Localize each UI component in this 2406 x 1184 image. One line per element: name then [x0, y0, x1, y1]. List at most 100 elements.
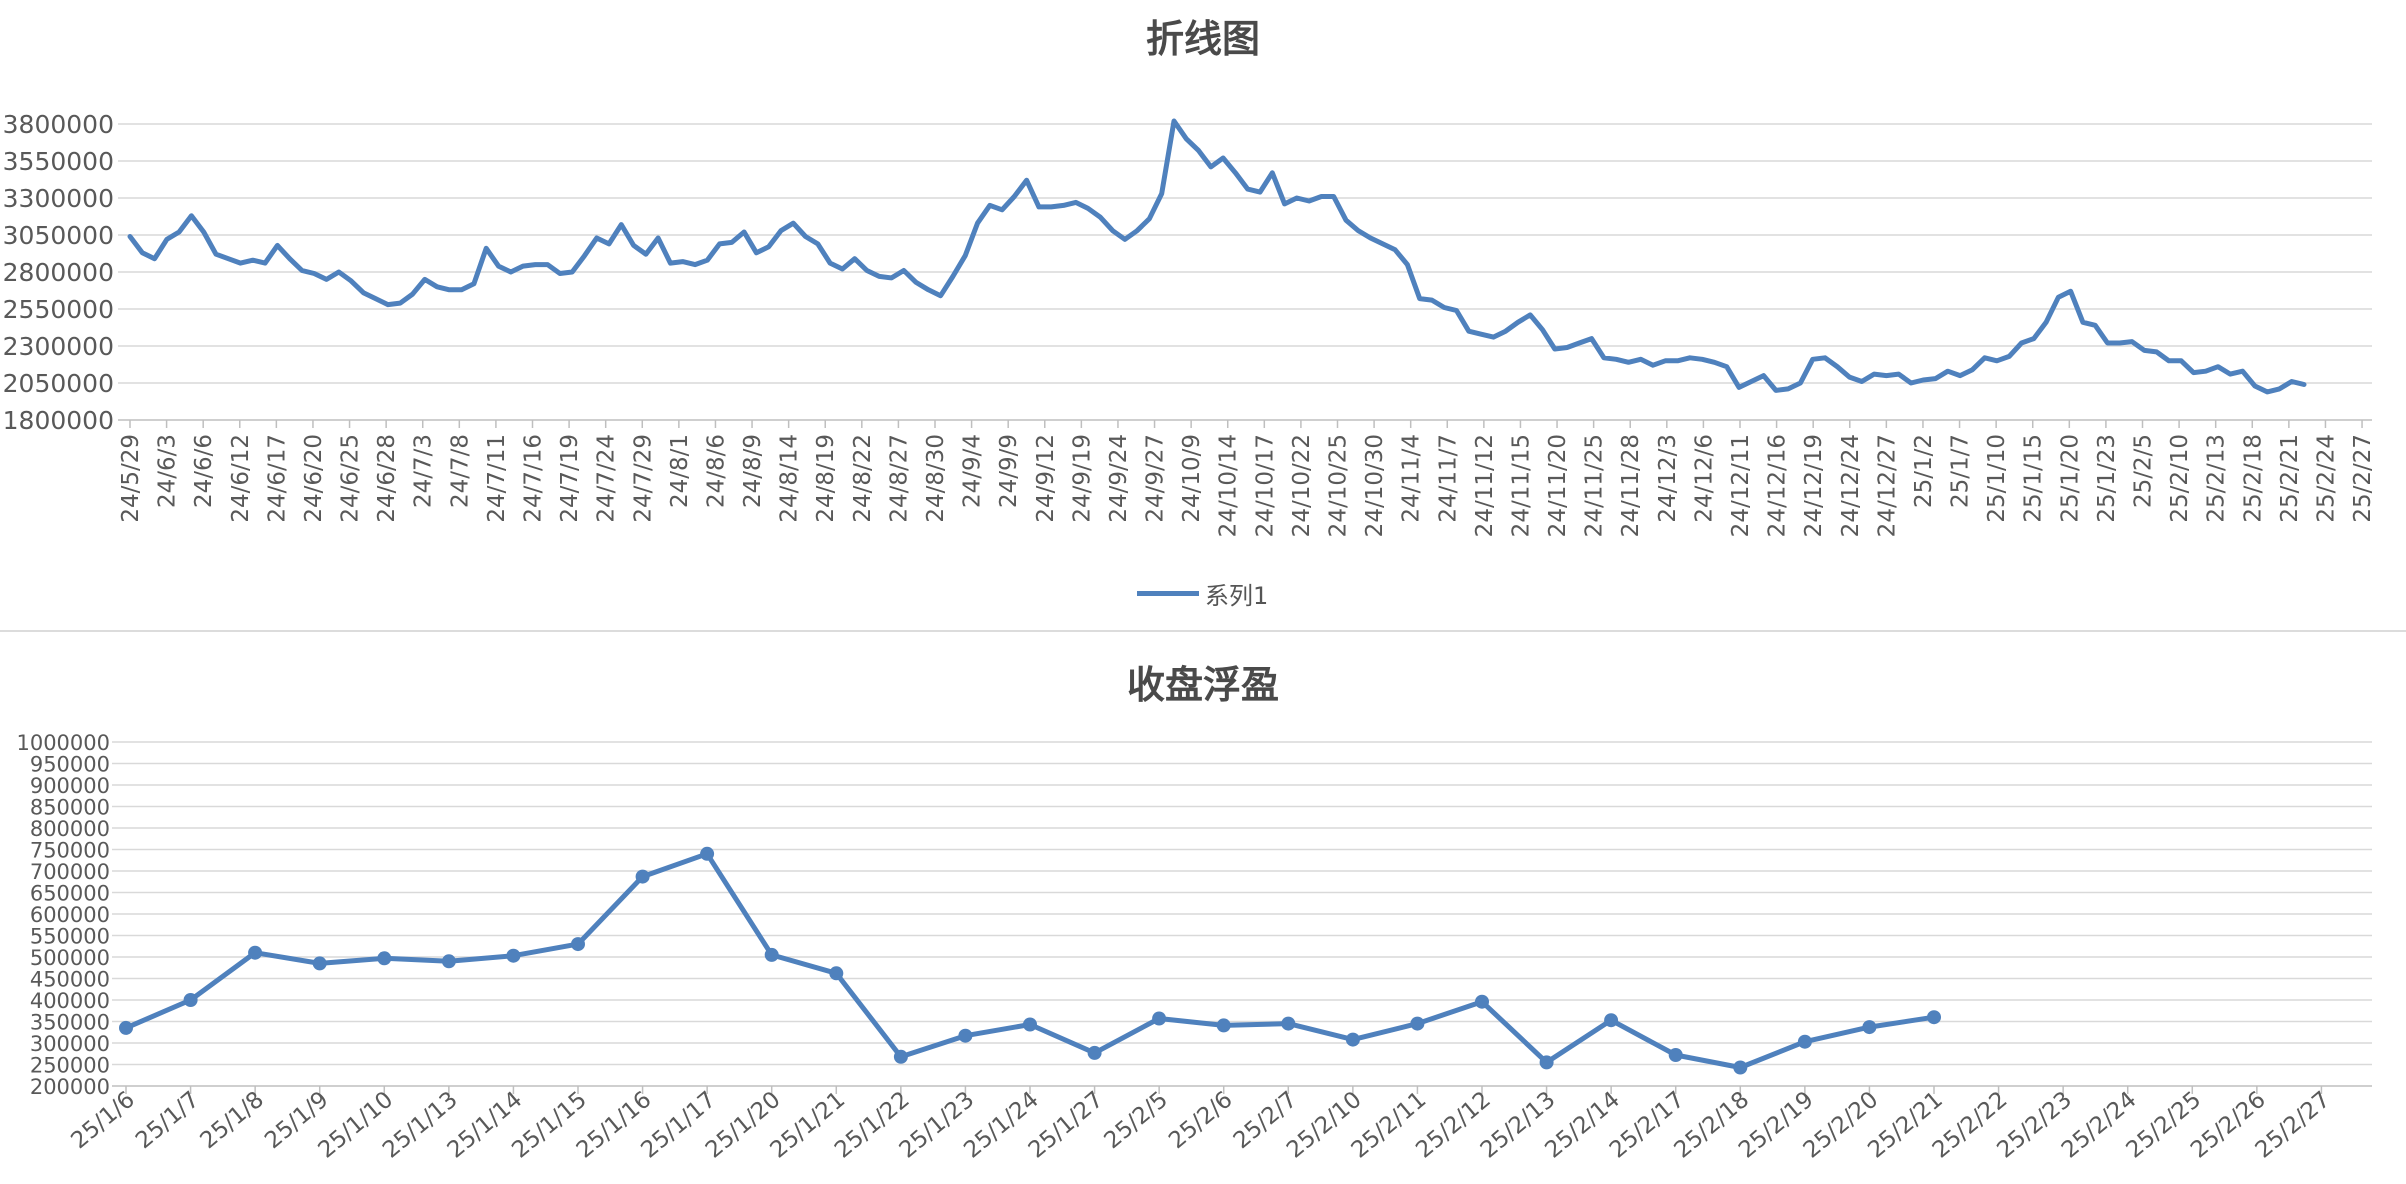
- x-tick-label: 24/10/25: [1326, 434, 1352, 537]
- chart-title-2: 收盘浮盈: [1126, 663, 1279, 707]
- x-tick-label: 24/8/19: [813, 434, 839, 523]
- x-tick-label: 24/7/16: [521, 434, 547, 523]
- data-point: [1668, 1048, 1683, 1062]
- x-tick-label: 24/8/27: [886, 434, 912, 523]
- y-tick-label: 250000: [30, 1054, 110, 1078]
- x-tick-label: 24/11/12: [1472, 434, 1498, 537]
- x-tick-label: 24/11/7: [1435, 434, 1461, 523]
- y-tick-label: 2550000: [3, 295, 114, 324]
- x-tick-label: 24/11/25: [1582, 434, 1608, 537]
- profit-chart-svg: 2000002500003000003500004000004500005000…: [16, 731, 2372, 1164]
- data-point: [1216, 1018, 1231, 1033]
- data-point: [893, 1049, 908, 1064]
- x-tick-label: 24/6/28: [374, 434, 400, 523]
- x-tick-label: 25/2/5: [2131, 434, 2157, 508]
- x-tick-label: 24/12/24: [1838, 434, 1864, 537]
- x-tick-label: 25/1/10: [1984, 434, 2010, 523]
- x-tick-label: 24/9/9: [996, 434, 1022, 508]
- x-tick-label: 24/10/17: [1252, 434, 1278, 537]
- y-tick-label: 650000: [30, 882, 110, 906]
- data-point: [958, 1028, 973, 1043]
- x-tick-label: 24/6/6: [191, 434, 217, 508]
- y-tick-label: 3050000: [3, 221, 114, 250]
- panel-divider: [0, 630, 2406, 632]
- x-tick-label: 24/9/27: [1143, 434, 1169, 523]
- x-tick-label: 24/7/8: [447, 434, 473, 508]
- x-tick-label: 24/12/3: [1655, 434, 1681, 523]
- x-tick-label: 24/8/6: [703, 434, 729, 508]
- data-point: [1152, 1011, 1167, 1026]
- data-point: [377, 951, 392, 966]
- x-tick-label: 24/10/14: [1216, 434, 1242, 537]
- x-tick-label: 24/12/6: [1691, 434, 1717, 523]
- x-tick-label: 24/11/28: [1618, 434, 1644, 537]
- x-tick-label: 24/12/16: [1765, 434, 1791, 537]
- chart-panel-profit: 200000 250000 300000 350000 400000 450000 5000…: [0, 632, 2406, 1184]
- x-tick-label: 25/1/2: [1911, 434, 1937, 508]
- data-point: [635, 869, 650, 884]
- x-tick-label: 24/7/24: [594, 434, 620, 523]
- x-tick-label: 24/9/12: [1033, 434, 1059, 523]
- y-tick-label: 2800000: [3, 258, 114, 287]
- data-point: [764, 947, 779, 962]
- y-tick-label: 200000: [30, 1075, 110, 1099]
- legend-label: 系列1: [1205, 582, 1269, 610]
- y-tick-label: 2300000: [3, 332, 114, 361]
- x-tick-label: 24/6/20: [301, 434, 327, 523]
- x-tick-label: 24/10/30: [1362, 434, 1388, 537]
- x-tick-label: 24/8/1: [667, 434, 693, 508]
- x-tick-label: 24/12/11: [1728, 434, 1754, 537]
- x-tick-label: 24/10/9: [1179, 434, 1205, 523]
- y-tick-label: 900000: [30, 774, 110, 798]
- x-tick-label: 24/7/29: [630, 434, 656, 523]
- y-tick-label: 300000: [30, 1032, 110, 1056]
- series-line-系列1: [127, 118, 2307, 395]
- chart-title: 折线图: [1145, 17, 1260, 61]
- x-tick-label: 25/1/7: [1948, 434, 1974, 508]
- x-tick-label: 25/2/21: [2277, 434, 2303, 523]
- x-tick-label: 25/2/24: [2313, 434, 2339, 523]
- x-tick-label: 24/8/9: [740, 434, 766, 508]
- data-point: [1023, 1017, 1037, 1032]
- series-line: [123, 851, 1937, 1070]
- data-point: [700, 846, 715, 861]
- x-tick-label: 25/2/27: [2350, 434, 2376, 523]
- y-tick-label: 550000: [30, 925, 110, 949]
- x-tick-label: 24/7/11: [484, 434, 510, 523]
- x-tick-label: 24/9/24: [1106, 434, 1132, 523]
- y-tick-label: 1800000: [3, 406, 114, 435]
- y-tick-label: 950000: [30, 753, 110, 777]
- x-tick-label: 25/2/6: [1164, 1087, 1237, 1155]
- y-tick-label: 600000: [30, 903, 110, 927]
- x-tick-label: 24/11/15: [1508, 434, 1534, 537]
- y-tick-label: 1000000: [16, 731, 110, 755]
- data-point: [829, 966, 844, 981]
- data-point: [1087, 1045, 1102, 1060]
- chart-panel-line: 折线图 1800000 2050000 2300000 2550000 2800000 3…: [3, 17, 2376, 611]
- data-point: [312, 956, 327, 971]
- x-tick-label: 24/8/14: [777, 434, 803, 523]
- x-tick-label: 24/8/30: [923, 434, 949, 523]
- x-tick-label: 24/5/29: [118, 434, 144, 523]
- data-point: [1733, 1060, 1748, 1075]
- x-tick-label: 24/10/22: [1289, 434, 1315, 537]
- x-tick-label: 24/8/22: [850, 434, 876, 523]
- x-tick-label: 24/9/19: [1069, 434, 1095, 523]
- chart-legend: 系列1: [1137, 576, 1268, 611]
- x-tick-label: 25/1/7: [131, 1087, 204, 1155]
- data-point: [1475, 994, 1489, 1009]
- x-tick-label: 24/6/25: [338, 434, 364, 523]
- x-tick-label: 24/7/19: [557, 434, 583, 523]
- x-tick-label: 24/7/3: [411, 434, 437, 508]
- x-tick-label: 24/6/17: [264, 434, 290, 523]
- x-tick-label: 24/11/4: [1399, 434, 1425, 523]
- y-tick-label: 700000: [30, 860, 110, 884]
- x-tick-label: 24/12/19: [1801, 434, 1827, 537]
- y-tick-label: 500000: [30, 946, 110, 970]
- y-tick-label: 3550000: [3, 147, 114, 176]
- data-point: [1281, 1016, 1296, 1031]
- x-tick-label: 25/2/10: [2167, 434, 2193, 523]
- data-point: [119, 1020, 133, 1035]
- y-tick-label: 350000: [30, 1011, 110, 1035]
- x-tick-label: 24/6/12: [228, 434, 254, 523]
